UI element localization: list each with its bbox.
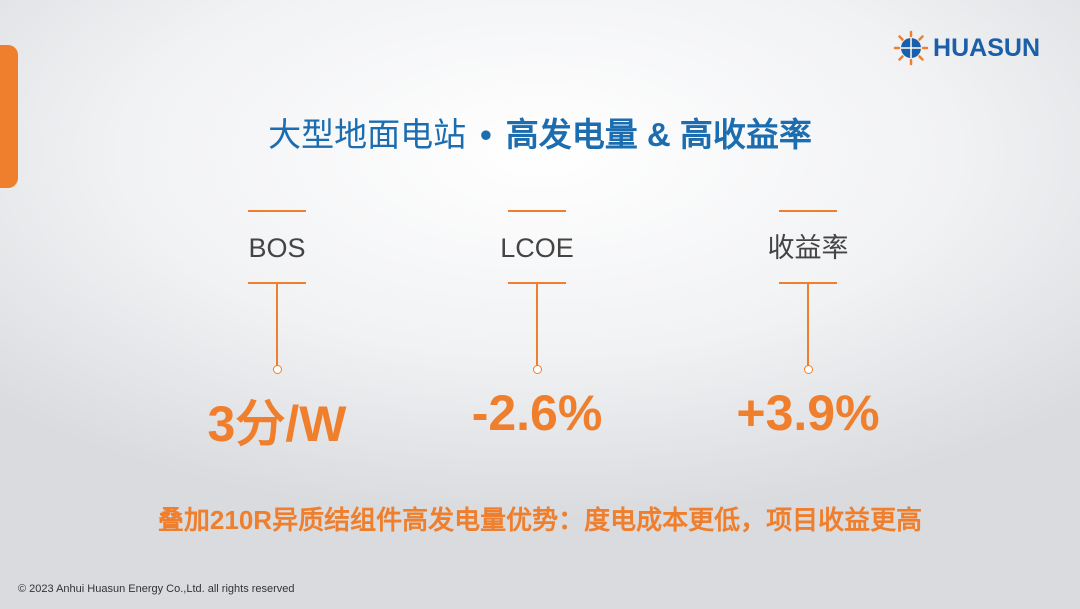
metric-column: 收益率 +3.9% [688, 210, 928, 442]
logo-text: HUASUN [933, 33, 1040, 62]
title: 大型地面电站 • 高发电量 & 高收益率 [0, 108, 1080, 156]
metric-label: BOS [248, 233, 306, 263]
logo-icon [893, 30, 929, 66]
connector-dot [272, 365, 282, 374]
metric-column: BOS 3分/W [157, 210, 397, 456]
logo: HUASUN [893, 30, 1040, 66]
metric-label: 收益率 [767, 233, 849, 263]
metric-label: LCOE [500, 233, 574, 263]
tagline: 叠加210R异质结组件高发电量优势：度电成本更低，项目收益更高 [157, 505, 923, 535]
bottom-rule [248, 282, 306, 284]
metric-value: 3分/W [207, 396, 347, 452]
top-rule [779, 210, 837, 212]
accent-tab [0, 45, 18, 188]
title-prefix: 大型地面电站 [268, 116, 467, 153]
metric-value: -2.6% [471, 385, 603, 441]
connector-dot [803, 365, 813, 374]
connector-line [276, 284, 278, 366]
title-separator: • [480, 116, 492, 153]
bottom-rule [508, 282, 566, 284]
bottom-rule [779, 282, 837, 284]
connector-dot [532, 365, 542, 374]
metric-value: +3.9% [736, 385, 880, 441]
connector-line [807, 284, 809, 366]
top-rule [248, 210, 306, 212]
top-rule [508, 210, 566, 212]
copyright: © 2023 Anhui Huasun Energy Co.,Ltd. all … [18, 583, 295, 595]
connector-line [536, 284, 538, 366]
metric-column: LCOE -2.6% [417, 210, 657, 442]
title-highlight: 高发电量 & 高收益率 [505, 116, 812, 153]
